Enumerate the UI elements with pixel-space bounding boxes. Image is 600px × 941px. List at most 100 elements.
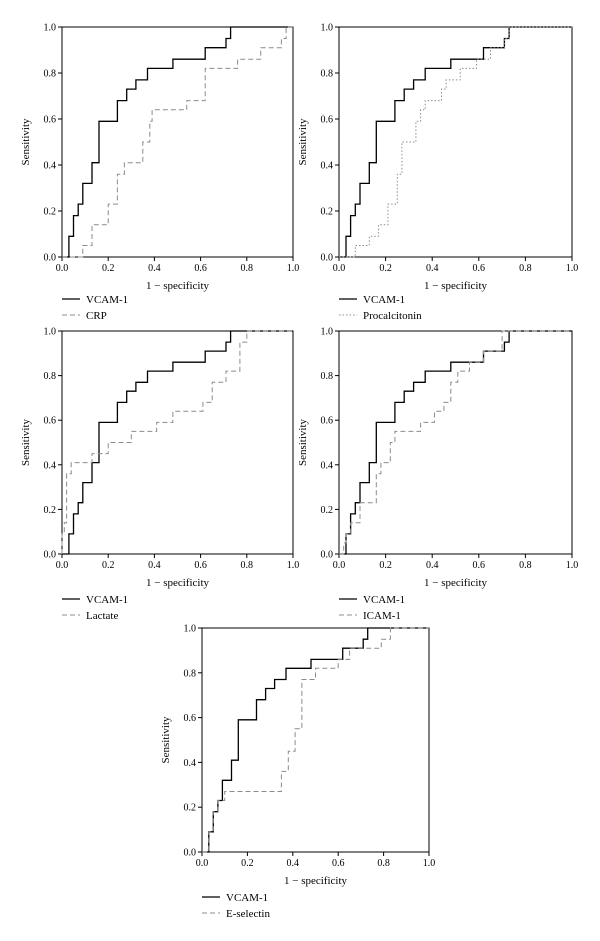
x-tick-label: 1.0 [423, 858, 436, 869]
legend-label: VCAM-1 [226, 892, 268, 904]
plot-frame [338, 26, 573, 258]
y-tick-label: 0.6 [44, 115, 57, 126]
x-axis-label: 1 − specificity [146, 577, 210, 589]
x-tick-label: 0.0 [56, 263, 69, 274]
y-tick-label: 0.2 [321, 207, 334, 218]
y-tick-label: 0.0 [184, 848, 197, 859]
x-tick-label: 0.6 [194, 263, 207, 274]
y-tick-label: 0.0 [44, 253, 57, 264]
x-tick-label: 0.0 [56, 560, 69, 571]
y-tick-label: 0.4 [321, 161, 334, 172]
y-tick-label: 1.0 [321, 23, 334, 34]
plot-frame [61, 26, 294, 258]
y-tick-label: 1.0 [184, 624, 197, 635]
series-line-procalcitonin [339, 26, 572, 258]
series-line-crp [62, 26, 293, 258]
x-tick-label: 1.0 [566, 263, 579, 274]
x-tick-label: 0.2 [379, 560, 392, 571]
x-axis-label: 1 − specificity [424, 577, 488, 589]
y-tick-label: 0.8 [321, 69, 334, 80]
y-tick-label: 0.6 [321, 416, 334, 427]
series-line-vcam-1 [339, 26, 572, 258]
x-tick-label: 0.2 [102, 560, 115, 571]
x-tick-label: 0.6 [473, 263, 486, 274]
y-tick-label: 0.4 [321, 460, 334, 471]
x-tick-label: 0.2 [379, 263, 392, 274]
x-tick-label: 0.4 [148, 560, 161, 571]
series-line-vcam-1 [202, 627, 429, 853]
y-tick-label: 0.2 [44, 207, 57, 218]
x-tick-label: 0.4 [287, 858, 300, 869]
x-tick-label: 0.8 [377, 858, 390, 869]
y-tick-label: 1.0 [44, 23, 57, 34]
roc-panel-bottom-center: 0.0 0.2 0.4 0.6 0.8 1.0 0.0 0.2 0.4 0.6 0.8 1.0 1 − … [160, 624, 435, 921]
y-tick-label: 0.2 [184, 803, 197, 814]
x-tick-label: 0.4 [426, 560, 439, 571]
y-tick-label: 0.8 [184, 668, 197, 679]
legend-label: VCAM-1 [86, 594, 128, 606]
x-axis-label: 1 − specificity [284, 875, 348, 887]
y-axis-label: Sensitivity [297, 118, 309, 166]
x-tick-label: 0.8 [241, 263, 254, 274]
x-tick-label: 1.0 [566, 560, 579, 571]
legend-label: VCAM-1 [363, 594, 405, 606]
legend-label: E-selectin [226, 908, 270, 920]
series-line-lactate [61, 330, 293, 554]
x-axis-label: 1 − specificity [146, 280, 210, 292]
x-tick-label: 0.6 [473, 560, 486, 571]
x-tick-label: 0.0 [333, 263, 346, 274]
x-tick-label: 0.2 [102, 263, 115, 274]
y-tick-label: 0.0 [44, 550, 57, 561]
plot-frame [201, 627, 430, 853]
legend-label: CRP [86, 310, 107, 322]
plot-frame [338, 330, 573, 555]
legend-label: VCAM-1 [86, 294, 128, 306]
x-tick-label: 0.6 [332, 858, 345, 869]
series-line-e-selectin [202, 627, 429, 853]
x-tick-label: 0.4 [426, 263, 439, 274]
y-tick-label: 0.4 [44, 161, 57, 172]
roc-panel-top-left: 0.0 0.2 0.4 0.6 0.8 1.0 0.0 0.2 0.4 0.6 0.8 1.0 1 − … [20, 23, 299, 323]
legend-label: VCAM-1 [363, 294, 405, 306]
y-axis-label: Sensitivity [297, 418, 309, 466]
series-line-vcam-1 [62, 330, 293, 555]
y-tick-label: 0.4 [184, 758, 197, 769]
y-axis-label: Sensitivity [20, 418, 32, 466]
roc-panel-top-right: 0.0 0.2 0.4 0.6 0.8 1.0 0.0 0.2 0.4 0.6 0.8 1.0 1 − … [297, 23, 578, 323]
x-tick-label: 0.8 [519, 560, 532, 571]
y-tick-label: 0.6 [321, 115, 334, 126]
y-tick-label: 1.0 [44, 327, 57, 338]
y-tick-label: 0.2 [321, 505, 334, 516]
y-tick-label: 1.0 [321, 327, 334, 338]
y-axis-label: Sensitivity [160, 716, 172, 764]
legend-label: Lactate [86, 610, 118, 622]
y-tick-label: 0.6 [44, 416, 57, 427]
roc-panel-middle-right: 0.0 0.2 0.4 0.6 0.8 1.0 0.0 0.2 0.4 0.6 0.8 1.0 1 − … [297, 327, 578, 623]
y-tick-label: 0.8 [44, 371, 57, 382]
x-tick-label: 0.8 [241, 560, 254, 571]
y-tick-label: 0.0 [321, 550, 334, 561]
x-tick-label: 0.0 [196, 858, 209, 869]
y-tick-label: 0.8 [44, 69, 57, 80]
legend-label: Procalcitonin [363, 310, 422, 322]
y-tick-label: 0.4 [44, 460, 57, 471]
series-line-vcam-1 [62, 26, 293, 258]
x-tick-label: 0.8 [519, 263, 532, 274]
plot-frame [61, 330, 294, 555]
x-tick-label: 0.0 [333, 560, 346, 571]
y-tick-label: 0.8 [321, 371, 334, 382]
series-line-icam-1 [339, 330, 572, 555]
x-axis-label: 1 − specificity [424, 280, 488, 292]
y-tick-label: 0.2 [44, 505, 57, 516]
series-line-vcam-1 [339, 330, 572, 555]
x-tick-label: 0.6 [194, 560, 207, 571]
y-tick-label: 0.0 [321, 253, 334, 264]
x-tick-label: 0.4 [148, 263, 161, 274]
x-tick-label: 1.0 [287, 560, 300, 571]
x-tick-label: 1.0 [287, 263, 300, 274]
legend-label: ICAM-1 [363, 610, 401, 622]
x-tick-label: 0.2 [241, 858, 254, 869]
y-axis-label: Sensitivity [20, 118, 32, 166]
y-tick-label: 0.6 [184, 713, 197, 724]
